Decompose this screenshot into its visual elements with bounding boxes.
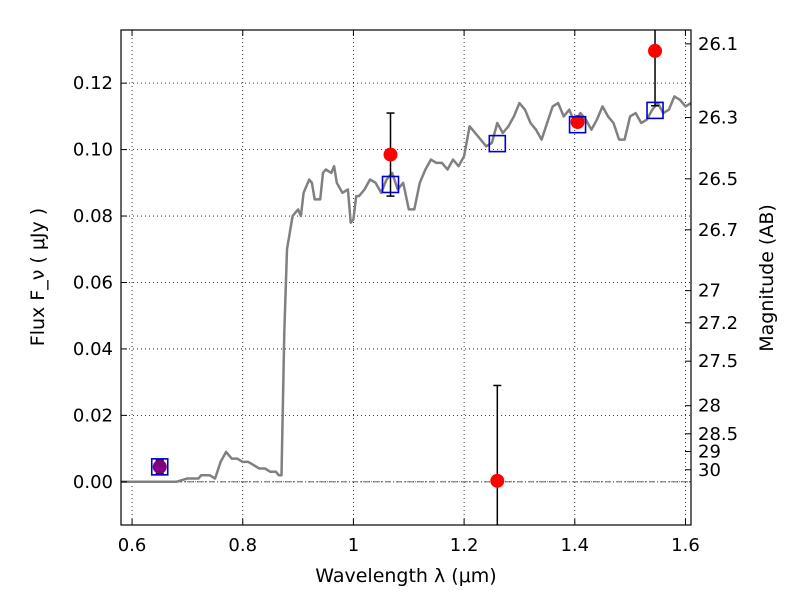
x-tick-label: 1 xyxy=(348,535,359,556)
observed-point xyxy=(383,147,398,162)
model-point xyxy=(488,134,507,153)
observed-point xyxy=(570,115,585,130)
plot-frame xyxy=(120,29,692,526)
sed-template-line xyxy=(121,95,692,484)
x-axis-label: Wavelength λ (μm) xyxy=(315,565,496,587)
x-tick-label: 1.4 xyxy=(560,535,589,556)
y-tick-label: 0.10 xyxy=(73,140,113,161)
x-tick-label: 1.6 xyxy=(671,535,700,556)
y-tick-label: 0.06 xyxy=(73,272,113,293)
y-right-tick-label: 26.7 xyxy=(698,220,738,241)
y-right-tick-label: 27.2 xyxy=(698,313,738,334)
y-right-tick-label: 28.5 xyxy=(698,424,738,445)
model-point xyxy=(568,115,587,134)
model-point xyxy=(646,101,664,120)
y-right-tick-label: 26.3 xyxy=(698,108,738,129)
sed-template-layer xyxy=(121,95,692,484)
y-tick-label: 0.04 xyxy=(73,339,113,360)
x-tick-label: 0.6 xyxy=(118,535,147,556)
y-right-tick-label: 29 xyxy=(698,442,721,463)
observed-point xyxy=(152,459,167,474)
y-right-tick-label: 27 xyxy=(698,281,721,302)
grid-lines xyxy=(121,30,691,525)
y-tick-label: 0.00 xyxy=(73,472,113,493)
x-tick-label: 1.2 xyxy=(450,535,479,556)
y-right-tick-label: 26.1 xyxy=(698,34,738,55)
y-axis-label-right: Magnitude (AB) xyxy=(756,204,778,352)
y-right-tick-label: 30 xyxy=(698,460,721,481)
y-tick-label: 0.12 xyxy=(73,73,113,94)
observed-point xyxy=(490,473,505,488)
tick-labels: 0.6 0.8 1 1.2 1.4 1.6 0.00 0.02 0.04 0.06 0.08 0.10… xyxy=(73,34,738,556)
y-right-tick-label: 27.5 xyxy=(698,351,738,372)
model-point xyxy=(381,175,400,194)
marker-layer xyxy=(150,43,664,488)
observed-point xyxy=(648,43,663,58)
y-tick-label: 0.08 xyxy=(73,206,113,227)
model-point xyxy=(150,458,169,476)
axis-frame xyxy=(120,29,692,526)
errorbar-layer xyxy=(155,30,660,525)
y-axis-label-left: Flux F_ν ( μJy ) xyxy=(27,208,49,346)
x-tick-label: 0.8 xyxy=(228,535,257,556)
y-right-tick-label: 26.5 xyxy=(698,169,738,190)
y-tick-label: 0.02 xyxy=(73,405,113,426)
y-right-tick-label: 28 xyxy=(698,396,721,417)
